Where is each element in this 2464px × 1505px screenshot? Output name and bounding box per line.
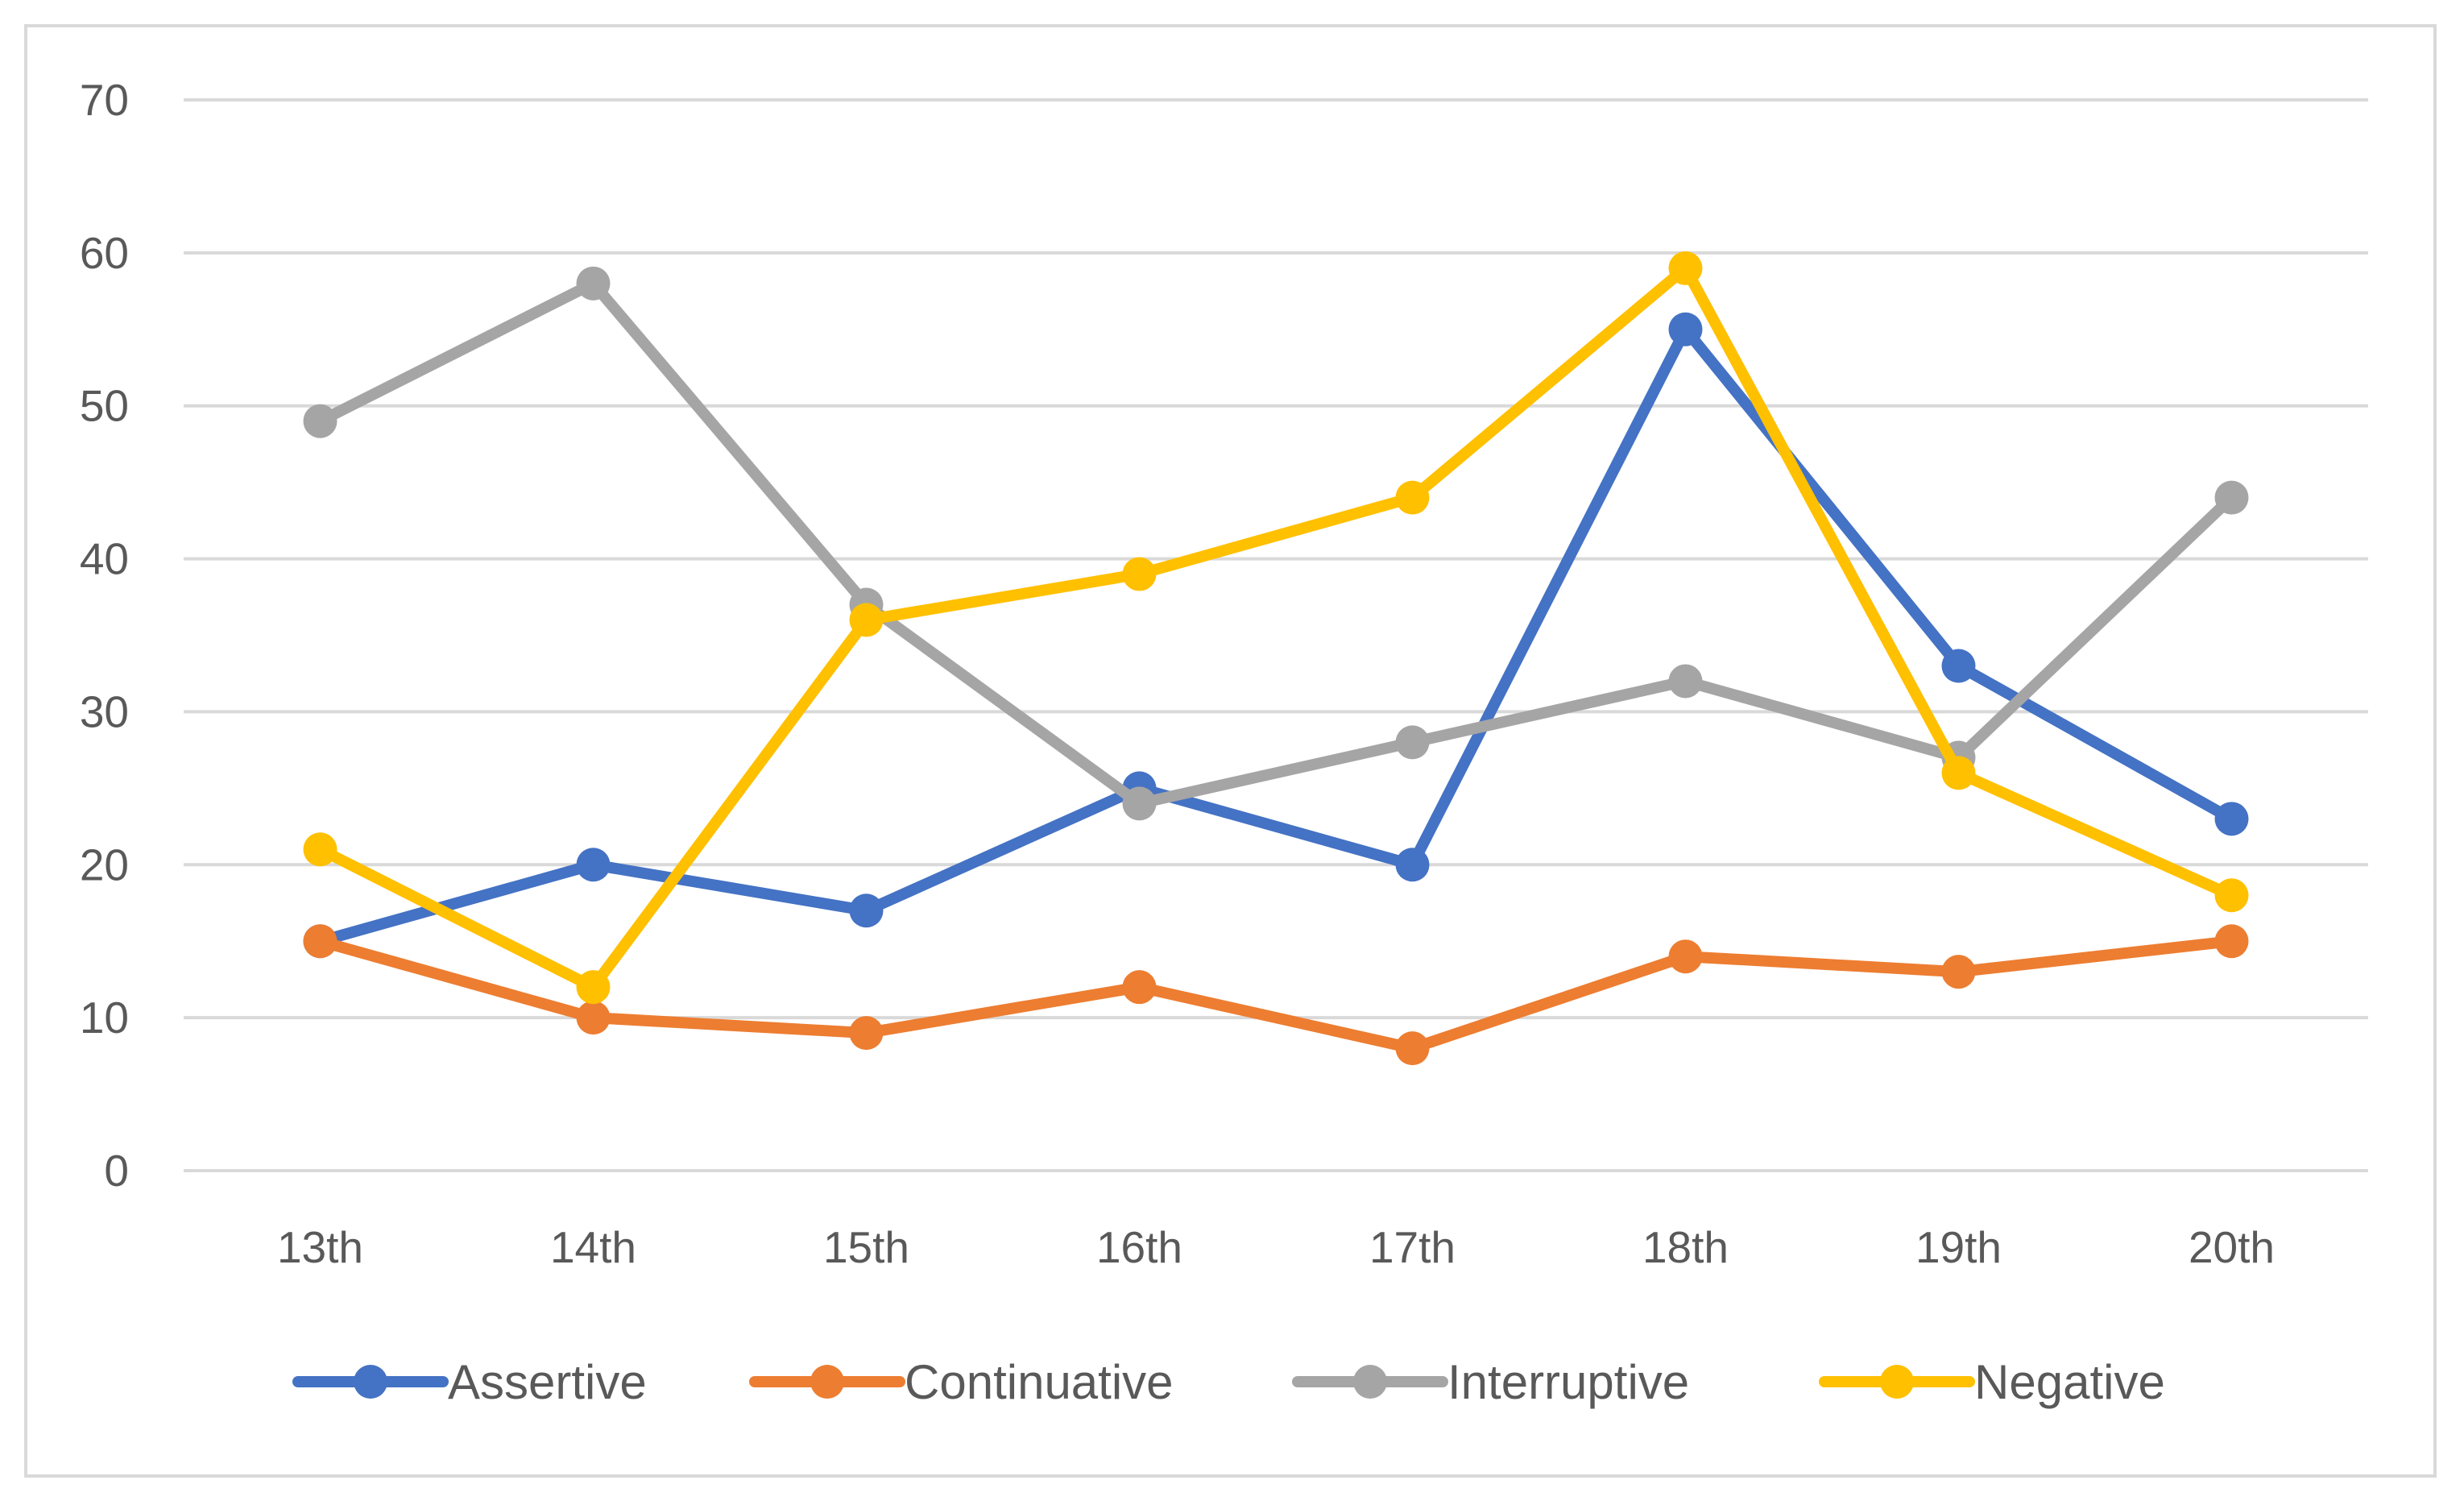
- y-tick-label: 60: [80, 228, 129, 278]
- y-axis-ticks: 0 10 20 30 40 50 60 70: [80, 75, 129, 1196]
- series-line: [314, 262, 2238, 993]
- data-point: [303, 404, 338, 438]
- data-point: [1668, 664, 1703, 699]
- x-tick-label: 18th: [1642, 1222, 1729, 1272]
- series-lines: [303, 251, 2249, 1066]
- x-tick-label: 14th: [550, 1222, 636, 1272]
- data-point: [576, 848, 611, 882]
- data-point: [2214, 924, 2249, 959]
- y-tick-label: 50: [80, 381, 129, 431]
- data-point: [1941, 756, 1976, 790]
- data-point: [1395, 725, 1430, 760]
- data-point: [303, 924, 338, 959]
- data-point: [2214, 480, 2249, 515]
- data-point: [1122, 557, 1157, 591]
- data-point: [1941, 649, 1976, 683]
- data-point: [1122, 786, 1157, 821]
- legend-label: Continuative: [905, 1355, 1174, 1409]
- data-point: [2214, 878, 2249, 913]
- series-continuative: [303, 924, 2249, 1066]
- data-point: [1668, 312, 1703, 346]
- data-point: [1668, 251, 1703, 285]
- x-tick-label: 13th: [277, 1222, 363, 1272]
- legend-item: Continuative: [749, 1355, 1174, 1409]
- x-tick-label: 16th: [1096, 1222, 1182, 1272]
- y-tick-label: 20: [80, 840, 129, 889]
- legend-swatch-marker: [810, 1365, 844, 1399]
- y-tick-label: 40: [80, 534, 129, 584]
- x-tick-label: 15th: [823, 1222, 909, 1272]
- series-negative: [303, 251, 2249, 1005]
- legend-item: Interruptive: [1292, 1355, 1689, 1409]
- y-tick-label: 70: [80, 75, 129, 125]
- data-point: [576, 1001, 611, 1035]
- y-tick-label: 10: [80, 993, 129, 1043]
- series-assertive: [303, 312, 2249, 959]
- legend-label: Negative: [1974, 1355, 2165, 1409]
- x-tick-label: 17th: [1369, 1222, 1456, 1272]
- data-point: [1395, 848, 1430, 882]
- data-point: [303, 832, 338, 867]
- legend-item: Negative: [1819, 1355, 2165, 1409]
- data-point: [2214, 802, 2249, 836]
- data-point: [1395, 480, 1430, 515]
- chart-frame: [24, 24, 2437, 1478]
- data-point: [1668, 939, 1703, 974]
- series-interruptive: [303, 266, 2249, 821]
- data-point: [576, 266, 611, 301]
- gridlines: [184, 98, 2368, 1172]
- x-axis-ticks: 13th 14th 15th 16th 17th 18th 19th 20th: [277, 1222, 2275, 1272]
- y-tick-label: 30: [80, 686, 129, 736]
- data-point: [576, 970, 611, 1005]
- data-point: [849, 1016, 884, 1051]
- legend-label: Assertive: [448, 1355, 647, 1409]
- data-point: [849, 893, 884, 928]
- y-tick-label: 0: [104, 1146, 129, 1196]
- series-line: [314, 935, 2238, 1055]
- data-point: [1941, 955, 1976, 989]
- series-line: [314, 277, 2238, 810]
- legend-swatch-marker: [1880, 1365, 1914, 1399]
- legend: Assertive Continuative Interruptive Negativ…: [292, 1355, 2165, 1409]
- x-tick-label: 20th: [2189, 1222, 2275, 1272]
- data-point: [1122, 970, 1157, 1005]
- legend-swatch-marker: [354, 1365, 387, 1399]
- legend-label: Interruptive: [1447, 1355, 1689, 1409]
- data-point: [1395, 1031, 1430, 1066]
- legend-item: Assertive: [292, 1355, 647, 1409]
- legend-swatch-marker: [1353, 1365, 1387, 1399]
- series-line: [314, 323, 2238, 947]
- data-point: [849, 603, 884, 637]
- x-tick-label: 19th: [1915, 1222, 2002, 1272]
